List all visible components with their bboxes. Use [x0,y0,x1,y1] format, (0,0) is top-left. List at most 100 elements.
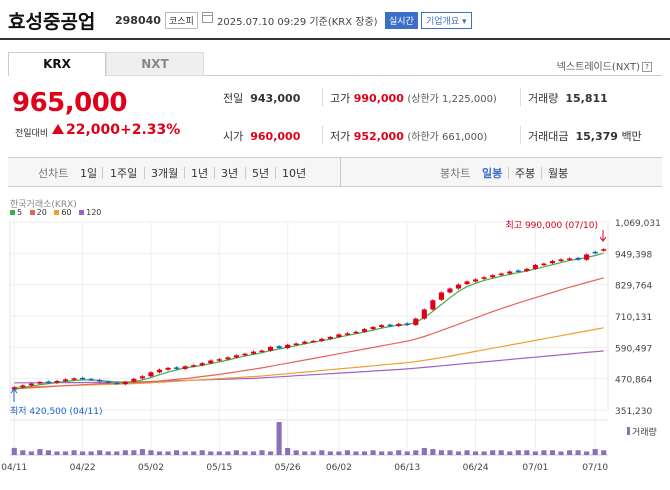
legend-item-ma120: 120 [79,208,101,217]
volume-bar [584,451,590,455]
y-tick-label: 949,398 [615,250,652,260]
tab-nxt[interactable]: NXT [106,52,204,76]
volume-bar [259,450,265,455]
period-3y[interactable]: 3년 [221,167,239,180]
candle-body [515,270,521,272]
period-1w[interactable]: 1주일 [110,167,138,180]
candle-body [464,281,470,285]
volume-bar [592,449,598,455]
candle-body [293,343,299,346]
help-icon[interactable]: ? [642,62,652,72]
volume-bar [28,451,34,455]
candle-body [336,334,342,337]
stat-label: 전일 [223,92,244,105]
candle-monthly[interactable]: 월봉 [548,167,569,180]
stat-prev-close: 전일 943,000 [223,90,300,106]
corp-info-dropdown[interactable]: 기업개요 ▾ [421,12,472,29]
volume-bar [464,450,470,455]
candle-body [387,324,393,327]
volume-bar [344,450,351,455]
nextrade-link[interactable]: 넥스트레이드(NXT)? [557,58,652,73]
candle-body [122,382,128,385]
volume-bar [515,450,521,455]
volume-bar [490,450,496,455]
candle-body [174,367,180,369]
period-1d[interactable]: 1일 [80,167,98,180]
volume-bar [174,450,180,455]
x-tick-label: 05/26 [275,463,301,473]
candle-body [45,381,52,384]
candle-body [276,346,282,348]
volume-bar [549,450,556,455]
volume-bar [524,450,530,455]
candle-body [490,275,496,278]
volume-bar [481,451,487,455]
volume-bar [473,451,479,455]
volume-bar [88,451,94,455]
up-triangle-icon [52,124,64,134]
candle-body [353,331,359,334]
period-1y[interactable]: 1년 [191,167,209,180]
volume-bar [45,450,52,455]
volume-bar [62,451,69,455]
y-tick-label: 590,497 [615,344,652,354]
stat-label: 거래대금 [528,130,569,143]
candle-body [259,350,265,353]
stat-note: (상한가 1,225,000) [407,94,497,105]
candle-body [473,279,479,282]
stat-label: 저가 [330,130,351,143]
candle-body [592,251,598,254]
candle-chart-label[interactable]: 봉차트 [440,167,471,180]
legend-item-ma20: 20 [29,208,47,217]
period-3m[interactable]: 3개월 [151,167,179,180]
volume-bar [37,449,43,455]
volume-bar [404,451,410,455]
period-5y[interactable]: 5년 [252,167,270,180]
candle-body [541,263,547,266]
candle-body [396,323,402,326]
stat-volume: 거래량 15,811 [528,90,608,106]
candle-body [62,379,69,381]
low-arrow-icon [10,388,18,402]
tab-krx[interactable]: KRX [8,52,106,76]
candle-weekly[interactable]: 주봉 [515,167,536,180]
x-tick-label: 06/02 [326,463,352,473]
candle-body [566,258,573,260]
volume-bar [447,450,453,455]
candle-body [199,363,205,366]
volume-bar [131,450,137,455]
candle-body [233,355,239,358]
x-tick-label: 04/11 [1,463,27,473]
volume-bar [267,451,274,455]
volume-label: 거래량 [632,426,657,438]
realtime-button[interactable]: 실시간 [385,12,418,29]
candle-body [370,327,376,330]
stat-divider [520,126,521,144]
period-10y[interactable]: 10년 [282,167,307,180]
volume-bar [302,451,308,455]
candle-body [344,333,351,335]
volume-bar [413,450,419,455]
candle-daily[interactable]: 일봉 [482,167,503,180]
stat-label: 거래량 [528,92,559,105]
candle-body [88,378,94,381]
volume-bar [421,447,427,455]
volume-bar [71,450,77,455]
volume-bar [558,451,564,455]
stat-low: 저가 952,000 (하한가 661,000) [330,128,487,144]
candle-body [208,360,214,364]
high-arrow-icon [599,230,607,242]
candle-body [413,318,419,325]
candle-body [319,338,325,341]
stock-code: 298040 [115,14,161,27]
volume-bar [430,449,436,455]
line-chart-label[interactable]: 선차트 [38,167,69,180]
stat-divider [322,88,323,106]
volume-bar [208,451,214,455]
stat-value: 15,811 [565,92,608,105]
volume-bar [379,451,385,455]
volume-bar [396,450,402,455]
volume-bar [438,450,444,455]
candle-body [242,353,248,356]
